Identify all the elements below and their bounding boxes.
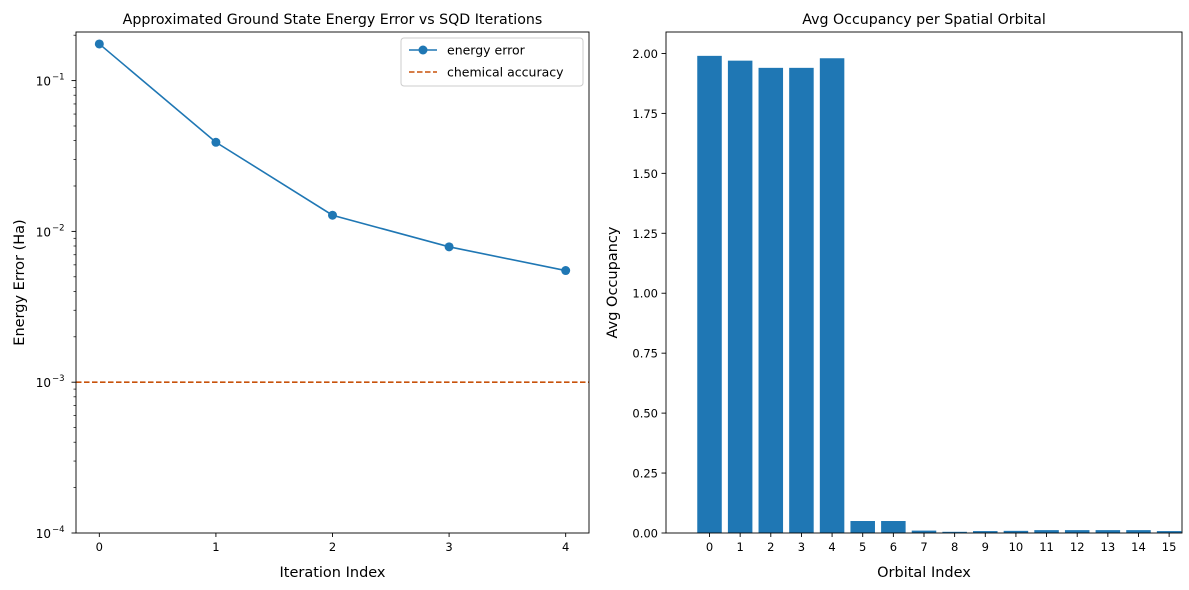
energy-error-point bbox=[328, 210, 337, 220]
occupancy-bar bbox=[1126, 530, 1151, 533]
occupancy-bar bbox=[850, 521, 875, 533]
right-x-tick-label: 12 bbox=[1070, 540, 1085, 554]
occupancy-bar bbox=[1095, 530, 1121, 533]
left-y-tick-label: 10 bbox=[36, 75, 51, 89]
occupancy-bar bbox=[789, 67, 814, 534]
right-y-tick-label: 1.00 bbox=[632, 287, 658, 301]
occupancy-bar bbox=[973, 531, 998, 533]
occupancy-bar bbox=[758, 67, 784, 534]
occupancy-bar bbox=[819, 58, 845, 533]
left-x-tick-label: 3 bbox=[445, 540, 452, 554]
left-legend: energy error chemical accuracy bbox=[400, 37, 584, 87]
left-y-tick-exponent: −4 bbox=[52, 525, 65, 535]
occupancy-bar bbox=[1034, 530, 1059, 533]
right-y-axis-label: Avg Occupancy bbox=[605, 226, 621, 338]
legend-box bbox=[400, 37, 584, 87]
right-x-tick-label: 11 bbox=[1039, 540, 1054, 554]
right-x-tick-label: 9 bbox=[982, 540, 989, 554]
left-x-tick-label: 2 bbox=[329, 540, 336, 554]
legend-marker-energy-error bbox=[418, 45, 428, 55]
left-y-axis-label: Energy Error (Ha) bbox=[12, 219, 28, 345]
right-x-tick-label: 13 bbox=[1101, 540, 1116, 554]
right-plot-frame bbox=[665, 31, 1183, 534]
legend-label-chemical-accuracy: chemical accuracy bbox=[447, 65, 564, 80]
occupancy-bar bbox=[1156, 531, 1182, 533]
occupancy-bar bbox=[697, 55, 722, 533]
right-x-tick-label: 15 bbox=[1162, 540, 1177, 554]
right-y-tick-label: 1.75 bbox=[632, 107, 658, 121]
right-y-tick-label: 1.50 bbox=[632, 167, 658, 181]
right-x-tick-label: 10 bbox=[1009, 540, 1024, 554]
left-chart-title: Approximated Ground State Energy Error v… bbox=[123, 12, 543, 28]
right-y-tick-label: 0.50 bbox=[632, 407, 658, 421]
right-x-tick-label: 4 bbox=[828, 540, 835, 554]
right-y-tick-label: 0.25 bbox=[632, 467, 658, 481]
left-y-tick-exponent: −2 bbox=[52, 223, 65, 233]
left-y-tick-label: 10 bbox=[36, 376, 51, 390]
left-y-tick-label: 10 bbox=[36, 225, 51, 239]
right-y-tick-label: 0.00 bbox=[632, 527, 658, 541]
right-x-axis-label: Orbital Index bbox=[877, 565, 971, 581]
left-x-tick-label: 1 bbox=[212, 540, 219, 554]
occupancy-bar bbox=[727, 60, 753, 533]
occupancy-bar bbox=[1064, 530, 1090, 533]
left-x-axis-label: Iteration Index bbox=[279, 565, 385, 581]
energy-error-point bbox=[561, 266, 571, 276]
left-x-tick-label: 0 bbox=[96, 540, 103, 554]
left-y-tick-label: 10 bbox=[36, 527, 51, 541]
right-x-tick-label: 8 bbox=[951, 540, 958, 554]
right-x-tick-label: 5 bbox=[859, 540, 866, 554]
right-y-tick-label: 0.75 bbox=[632, 347, 658, 361]
left-y-tick-exponent: −1 bbox=[52, 73, 65, 83]
left-y-tick-exponent: −3 bbox=[52, 374, 65, 384]
occupancy-bar bbox=[881, 521, 906, 533]
right-x-tick-label: 0 bbox=[706, 540, 713, 554]
energy-error-point bbox=[211, 137, 221, 147]
occupancy-bar bbox=[942, 531, 967, 533]
right-chart-title: Avg Occupancy per Spatial Orbital bbox=[802, 12, 1046, 28]
occupancy-bar bbox=[911, 530, 937, 533]
left-chart: Approximated Ground State Energy Error v… bbox=[12, 12, 590, 581]
right-x-tick-label: 14 bbox=[1131, 540, 1146, 554]
right-y-tick-label: 2.00 bbox=[632, 47, 658, 61]
left-x-tick-label: 4 bbox=[562, 540, 569, 554]
occupancy-bar bbox=[1003, 530, 1029, 533]
right-x-tick-label: 3 bbox=[798, 540, 805, 554]
left-plot-frame bbox=[75, 31, 590, 534]
right-x-tick-label: 6 bbox=[890, 540, 897, 554]
legend-label-energy-error: energy error bbox=[447, 43, 526, 58]
right-x-tick-label: 1 bbox=[736, 540, 743, 554]
energy-error-point bbox=[94, 39, 104, 49]
right-x-tick-label: 2 bbox=[767, 540, 774, 554]
energy-error-point bbox=[444, 242, 454, 252]
right-y-tick-label: 1.25 bbox=[632, 227, 658, 241]
right-x-tick-label: 7 bbox=[920, 540, 927, 554]
